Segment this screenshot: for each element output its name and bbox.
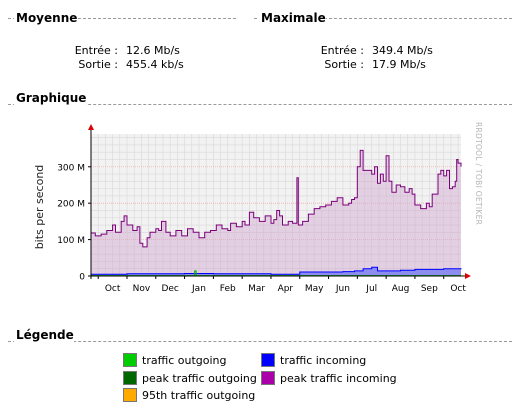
y-tick-label: 0 — [79, 273, 85, 283]
average-in-label: Entrée : — [74, 44, 118, 57]
x-tick-label: Sep — [421, 284, 438, 294]
legend-peak-traffic-incoming: peak traffic incoming — [261, 370, 397, 386]
summary-average-heading: Moyenne — [14, 11, 78, 25]
x-tick-label: Oct — [105, 284, 121, 294]
y-tick-labels: 0 100 M 200 M 300 M — [57, 163, 91, 283]
graph-rule — [8, 104, 512, 105]
y-axis-arrow — [88, 124, 94, 130]
legend-swatch-95th-traffic-outgoing — [123, 388, 137, 402]
legend-swatch-peak-traffic-incoming — [261, 371, 275, 385]
maximum-in-label: Entrée : — [320, 44, 364, 57]
legend-traffic-incoming: traffic incoming — [261, 352, 366, 368]
average-out-label: Sortie : — [78, 58, 118, 71]
y-tick-label: 300 M — [57, 163, 85, 173]
y-tick-label: 100 M — [57, 236, 85, 246]
legend-swatch-traffic-outgoing — [123, 353, 137, 367]
legend-swatch-peak-traffic-outgoing — [123, 371, 137, 385]
legend-label: peak traffic outgoing — [142, 371, 257, 385]
legend-peak-traffic-outgoing: peak traffic outgoing — [123, 370, 257, 386]
summary-maximum-rule — [254, 18, 512, 19]
average-out-value: 455.4 kb/s — [126, 58, 184, 71]
rrdtool-watermark: RRDTOOL / TOBI OETIKER — [474, 122, 483, 225]
summary-average-rule — [8, 18, 236, 19]
x-tick-label: May — [305, 284, 324, 294]
x-tick-label: Mar — [248, 284, 265, 294]
x-tick-label: Feb — [220, 284, 236, 294]
peak-traffic-incoming-area — [91, 150, 461, 276]
legend-swatch-traffic-incoming — [261, 353, 275, 367]
x-tick-label: Apr — [278, 284, 294, 294]
legend-label: traffic outgoing — [142, 353, 227, 367]
x-tick-label: Jan — [191, 284, 206, 294]
x-tick-label: Nov — [133, 284, 151, 294]
x-tick-label: Oct — [450, 284, 466, 294]
legend-label: traffic incoming — [280, 353, 367, 367]
graph-heading: Graphique — [14, 91, 87, 105]
y-axis-label: bits per second — [33, 165, 46, 250]
plot-background — [91, 134, 461, 276]
legend-95th-traffic-outgoing: 95th traffic outgoing — [123, 387, 255, 403]
legend-rule — [8, 341, 512, 342]
x-tick-label: Dec — [161, 284, 178, 294]
legend-heading: Légende — [14, 328, 74, 342]
x-tick-label: Aug — [392, 284, 410, 294]
traffic-chart: 0 100 M 200 M 300 M Oct Nov Dec Jan Feb Mar Apr Ma… — [33, 122, 483, 294]
legend-traffic-outgoing: traffic outgoing — [123, 352, 227, 368]
y-tick-label: 200 M — [57, 200, 85, 210]
x-axis-arrow — [465, 273, 471, 279]
x-tick-labels: Oct Nov Dec Jan Feb Mar Apr May Jun Jul Aug Sep Oct — [97, 276, 466, 294]
summary-maximum-heading: Maximale — [259, 11, 326, 25]
x-tick-label: Jun — [335, 284, 350, 294]
maximum-out-value: 17.9 Mb/s — [372, 58, 426, 71]
maximum-in-value: 349.4 Mb/s — [372, 44, 433, 57]
grid — [91, 134, 461, 276]
peak-traffic-incoming-line — [91, 149, 462, 248]
maximum-out-label: Sortie : — [324, 58, 364, 71]
average-in-value: 12.6 Mb/s — [126, 44, 180, 57]
legend-label: 95th traffic outgoing — [142, 388, 256, 402]
x-tick-label: Jul — [365, 284, 377, 294]
legend-label: peak traffic incoming — [280, 371, 397, 385]
